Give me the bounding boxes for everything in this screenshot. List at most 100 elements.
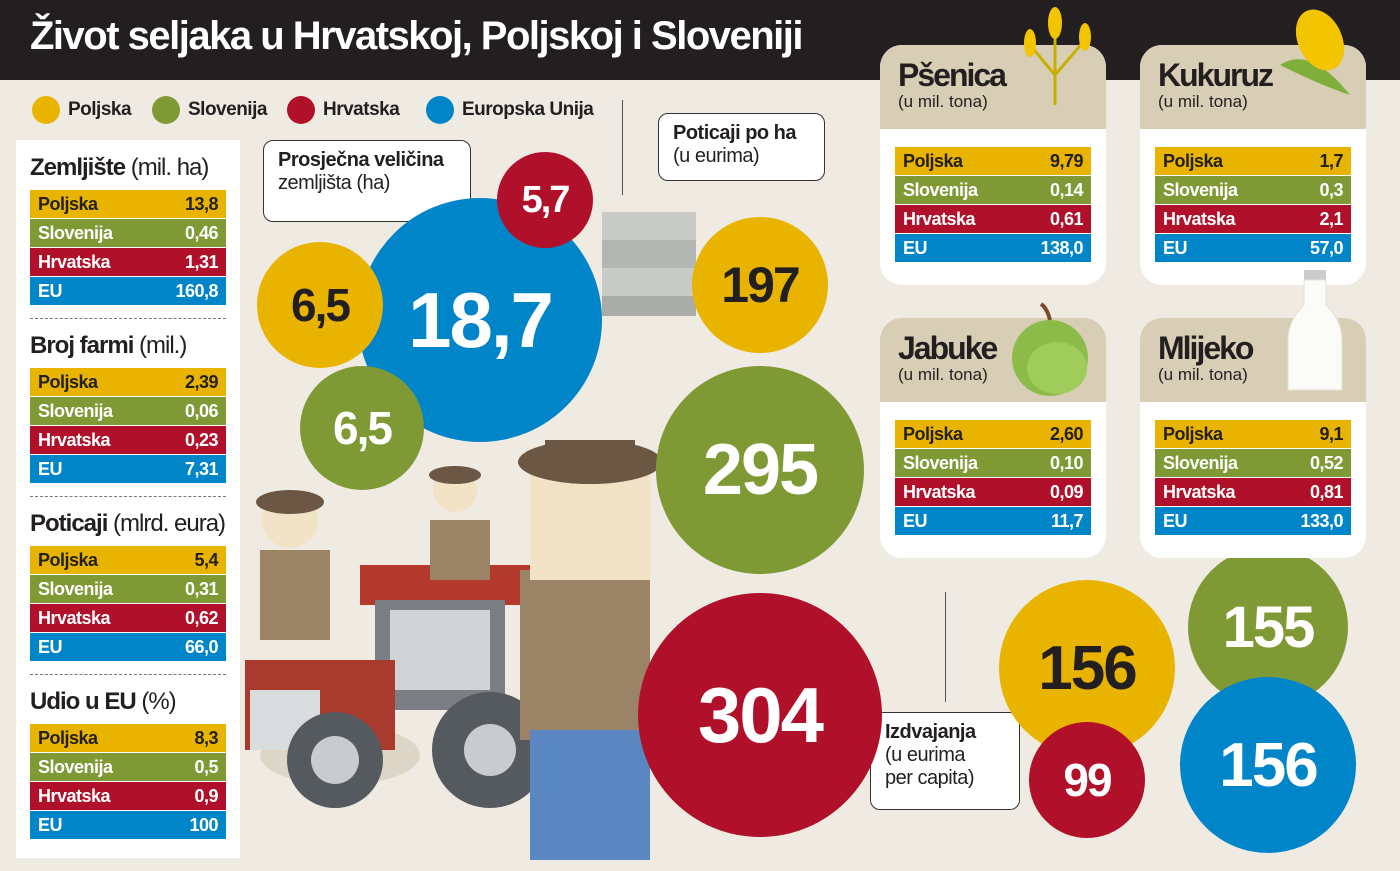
table-row-eu: EU 160,8 xyxy=(30,277,226,306)
value: 7,31 xyxy=(184,458,219,479)
unit-text: (mil. ha) xyxy=(130,154,210,181)
table-row-poljska: Poljska 2,60 xyxy=(895,420,1091,449)
title-text: Poticaji xyxy=(30,510,108,537)
value: 0,9 xyxy=(194,785,218,806)
legend-hrvatska: Hrvatska xyxy=(287,96,400,124)
legend-eu: Europska Unija xyxy=(426,96,594,124)
value: 1,7 xyxy=(1319,150,1343,171)
legend-slovenija: Slovenija xyxy=(152,96,267,124)
country-label: Hrvatska xyxy=(903,481,976,502)
red-dot-icon xyxy=(287,96,315,124)
product-card-jabuke: Jabuke (u mil. tona) Poljska 2,60 Slovenija 0… xyxy=(880,318,1106,558)
unit-text: (mil.) xyxy=(139,332,187,359)
table-row-hrvatska: Hrvatska 0,61 xyxy=(895,205,1091,234)
card-table: Poljska 2,60 Slovenija 0,10 Hrvatska 0,09 EU 11… xyxy=(895,420,1091,536)
card-unit: (u mil. tona) xyxy=(1158,365,1248,384)
legend-label: Slovenija xyxy=(188,99,267,120)
corn-icon xyxy=(1270,5,1360,110)
country-label: EU xyxy=(38,458,63,479)
value: 0,14 xyxy=(1049,179,1084,200)
table-row-slovenija: Slovenija 0,46 xyxy=(30,219,226,248)
left-tables: Zemljište (mil. ha) Poljska 13,8 Slovenija 0… xyxy=(16,140,240,858)
country-label: EU xyxy=(1163,510,1188,531)
table-row-slovenija: Slovenija 0,52 xyxy=(1155,449,1351,478)
farm-size-label-2: zemljišta (ha) xyxy=(278,172,390,194)
card-table: Poljska 9,79 Slovenija 0,14 Hrvatska 0,61 EU 13… xyxy=(895,147,1091,263)
legend-poljska: Poljska xyxy=(32,96,132,124)
stat-table-title: Broj farmi (mil.) xyxy=(30,332,226,360)
title-text: Udio u EU xyxy=(30,688,137,715)
divider xyxy=(30,318,226,319)
subsidy-label-2: (u eurima) xyxy=(673,145,760,167)
country-label: EU xyxy=(38,814,63,835)
country-label: Hrvatska xyxy=(38,785,111,806)
country-label: Poljska xyxy=(38,549,98,570)
farm-size-slovenija-circle: 6,5 xyxy=(300,366,424,490)
divider xyxy=(622,100,623,195)
divider xyxy=(30,496,226,497)
table-row-poljska: Poljska 8,3 xyxy=(30,724,226,753)
apple-icon xyxy=(1005,300,1095,405)
table-row-slovenija: Slovenija 0,06 xyxy=(30,397,226,426)
table-row-hrvatska: Hrvatska 2,1 xyxy=(1155,205,1351,234)
spending-hrvatska-circle: 99 xyxy=(1029,722,1145,838)
value: 138,0 xyxy=(1040,237,1083,258)
value: 0,81 xyxy=(1309,481,1344,502)
product-card-kukuruz: Kukuruz (u mil. tona) Poljska 1,7 Slovenija 0… xyxy=(1140,45,1366,285)
value: 11,7 xyxy=(1050,510,1084,531)
table-row-eu: EU 133,0 xyxy=(1155,507,1351,536)
spending-label-bubble: Izdvajanja (u eurima per capita) xyxy=(870,712,1020,810)
card-table: Poljska 1,7 Slovenija 0,3 Hrvatska 2,1 EU 57,0 xyxy=(1155,147,1351,263)
country-label: Poljska xyxy=(38,727,98,748)
stat-table-0: Zemljište (mil. ha) Poljska 13,8 Slovenija 0… xyxy=(30,148,226,306)
value: 133,0 xyxy=(1300,510,1343,531)
stat-table-2: Poticaji (mlrd. eura) Poljska 5,4 Slovenija… xyxy=(30,504,226,662)
spending-label-3: per capita) xyxy=(885,767,975,789)
value: 57,0 xyxy=(1309,237,1344,258)
country-label: Hrvatska xyxy=(903,208,976,229)
card-unit: (u mil. tona) xyxy=(898,92,988,111)
farm-illustration xyxy=(245,212,696,860)
stat-table-title: Poticaji (mlrd. eura) xyxy=(30,510,226,538)
country-label: EU xyxy=(1163,237,1188,258)
spending-label: Izdvajanja xyxy=(885,721,976,743)
country-label: Slovenija xyxy=(903,452,978,473)
legend-label: Poljska xyxy=(68,99,132,120)
table-row-eu: EU 57,0 xyxy=(1155,234,1351,263)
spending-label-2: (u eurima xyxy=(885,744,965,766)
table-row-slovenija: Slovenija 0,31 xyxy=(30,575,226,604)
value: 0,52 xyxy=(1309,452,1344,473)
country-label: Slovenija xyxy=(38,756,113,777)
country-label: Poljska xyxy=(903,423,963,444)
farm-size-label: Prosječna veličina xyxy=(278,149,444,171)
country-label: Slovenija xyxy=(38,222,113,243)
card-header: Pšenica (u mil. tona) xyxy=(880,45,1106,129)
value: 0,23 xyxy=(184,429,219,450)
stat-table-title: Zemljište (mil. ha) xyxy=(30,154,226,182)
value: 0,46 xyxy=(184,222,219,243)
stat-table-3: Udio u EU (%) Poljska 8,3 Slovenija 0,5 Hrvat… xyxy=(30,682,226,840)
country-label: Poljska xyxy=(1163,423,1223,444)
table-row-eu: EU 100 xyxy=(30,811,226,840)
table-row-hrvatska: Hrvatska 0,62 xyxy=(30,604,226,633)
table-row-eu: EU 66,0 xyxy=(30,633,226,662)
card-title: Pšenica xyxy=(898,57,1007,93)
value: 160,8 xyxy=(175,280,218,301)
legend-label: Hrvatska xyxy=(323,99,400,120)
value: 100 xyxy=(189,814,218,835)
blue-dot-icon xyxy=(426,96,454,124)
table-row-hrvatska: Hrvatska 0,09 xyxy=(895,478,1091,507)
table-row-eu: EU 138,0 xyxy=(895,234,1091,263)
title-text: Zemljište xyxy=(30,154,126,181)
country-label: EU xyxy=(38,280,63,301)
country-label: EU xyxy=(38,636,63,657)
table-row-poljska: Poljska 1,7 xyxy=(1155,147,1351,176)
country-label: Poljska xyxy=(38,193,98,214)
value: 1,31 xyxy=(184,251,219,272)
farm-size-hrvatska-circle: 5,7 xyxy=(497,152,593,248)
value: 0,5 xyxy=(194,756,218,777)
table-row-hrvatska: Hrvatska 0,9 xyxy=(30,782,226,811)
value: 13,8 xyxy=(184,193,219,214)
table-row-hrvatska: Hrvatska 1,31 xyxy=(30,248,226,277)
country-label: Hrvatska xyxy=(38,251,111,272)
